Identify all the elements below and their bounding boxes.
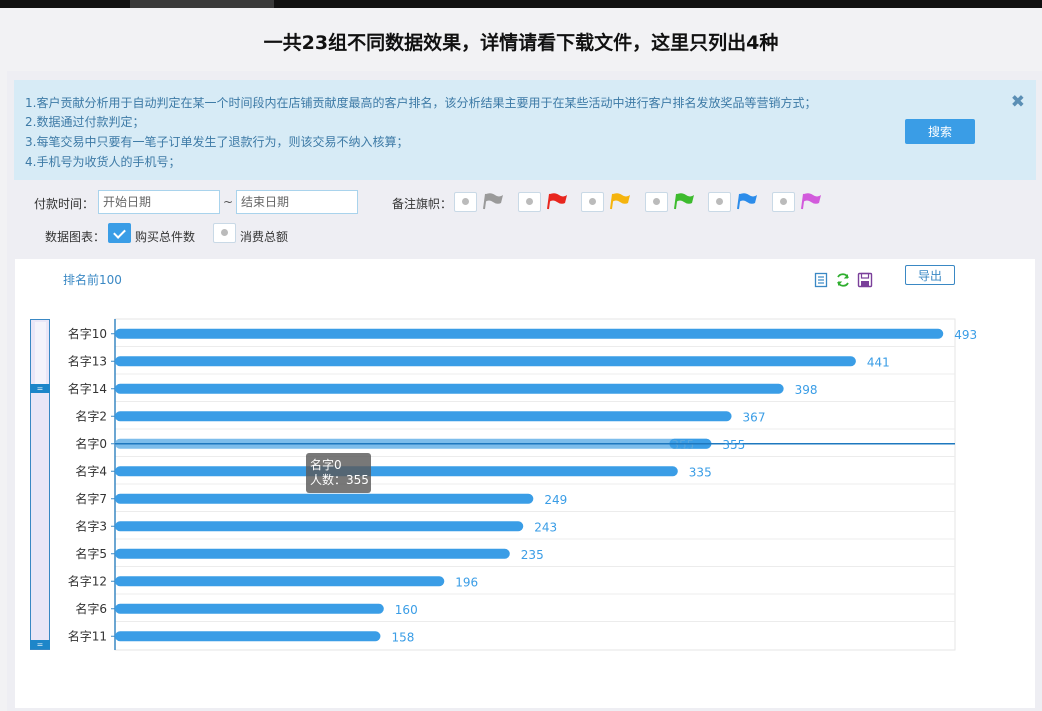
bar[interactable] — [115, 521, 524, 532]
chart-type-label: 数据图表： — [45, 230, 106, 244]
bar-value-label: 335 — [689, 465, 712, 479]
category-label: 名字2 — [75, 408, 107, 423]
flag-purple-radio[interactable] — [772, 192, 795, 212]
category-label: 名字11 — [68, 628, 107, 643]
notice-line-2: 2.数据通过付款判定； — [25, 115, 145, 129]
bar-value-label: 367 — [743, 410, 766, 424]
bar-value-label: 398 — [795, 383, 818, 397]
notice-line-1: 1.客户贡献分析用于自动判定在某一个时间段内在店铺贡献度最高的客户排名，该分析结… — [25, 96, 817, 110]
browser-tab[interactable] — [130, 0, 274, 8]
start-date-input[interactable] — [98, 190, 220, 214]
close-icon[interactable]: ✖ — [1010, 92, 1025, 112]
spend-total-label: 消费总额 — [240, 230, 289, 244]
bar-value-label: 441 — [867, 355, 890, 369]
category-label: 名字5 — [75, 546, 107, 561]
category-label: 名字4 — [75, 463, 107, 478]
notice-line-4: 4.手机号为收货人的手机号； — [25, 155, 181, 169]
bar[interactable] — [115, 631, 381, 642]
page-headline: 一共23组不同数据效果，详情请看下载文件，这里只列出4种 — [263, 32, 779, 54]
bar-value-ghost-label: 355 — [671, 438, 694, 452]
category-label: 名字0 — [75, 436, 107, 451]
flag-blue-icon[interactable] — [736, 192, 758, 210]
bar-value-label: 243 — [534, 520, 557, 534]
bar-value-label: 160 — [395, 603, 418, 617]
bar[interactable] — [115, 328, 944, 339]
notice-box: 1.客户贡献分析用于自动判定在某一个时间段内在店铺贡献度最高的客户排名，该分析结… — [14, 80, 1036, 180]
purchase-count-label: 购买总件数 — [135, 230, 196, 244]
flag-green-radio[interactable] — [645, 192, 668, 212]
bar[interactable] — [115, 493, 534, 504]
export-button[interactable]: 导出 — [905, 265, 955, 285]
category-label: 名字10 — [68, 326, 107, 341]
bar-value-label: 355 — [722, 438, 745, 452]
tooltip-value: 人数：355 — [310, 473, 369, 487]
category-label: 名字13 — [68, 353, 107, 368]
category-label: 名字7 — [75, 491, 107, 506]
category-label: 名字14 — [68, 381, 107, 396]
zoom-handle-top[interactable]: = — [30, 384, 50, 393]
flag-red-icon[interactable] — [546, 192, 568, 210]
bar-value-label: 158 — [391, 630, 414, 644]
flag-gray-radio[interactable] — [454, 192, 477, 212]
bar[interactable] — [115, 603, 384, 614]
flag-red-radio[interactable] — [518, 192, 541, 212]
flag-filter-label: 备注旗帜： — [392, 197, 453, 211]
document-icon[interactable] — [813, 272, 829, 288]
browser-top-bar — [0, 0, 1042, 8]
category-label: 名字6 — [75, 601, 107, 616]
bar[interactable] — [115, 576, 445, 587]
data-zoom-shadow — [35, 322, 46, 384]
data-zoom-slider[interactable]: = = — [30, 319, 50, 650]
search-button[interactable]: 搜索 — [905, 119, 975, 144]
flag-green-icon[interactable] — [673, 192, 695, 210]
bar-value-label: 493 — [954, 328, 977, 342]
purchase-count-checkbox[interactable] — [108, 223, 131, 243]
category-label: 名字3 — [75, 518, 107, 533]
refresh-icon[interactable] — [835, 272, 851, 288]
chart-title: 排名前100 — [63, 273, 122, 287]
zoom-handle-bottom[interactable]: = — [30, 640, 50, 649]
flag-yellow-radio[interactable] — [581, 192, 604, 212]
notice-line-3: 3.每笔交易中只要有一笔子订单发生了退款行为，则该交易不纳入核算； — [25, 135, 409, 149]
flag-yellow-icon[interactable] — [609, 192, 631, 210]
category-label: 名字12 — [68, 573, 107, 588]
chart-tooltip: 名字0 人数：355 — [306, 453, 371, 493]
bar[interactable] — [115, 383, 784, 394]
bar[interactable] — [115, 411, 732, 422]
bar[interactable] — [115, 466, 678, 477]
flag-blue-radio[interactable] — [708, 192, 731, 212]
flag-gray-icon[interactable] — [482, 192, 504, 210]
bar[interactable] — [115, 548, 510, 559]
bar-value-label: 249 — [544, 493, 567, 507]
end-date-input[interactable] — [236, 190, 358, 214]
spend-total-radio[interactable] — [213, 223, 236, 243]
date-range-separator: ~ — [223, 195, 234, 209]
payment-time-label: 付款时间： — [34, 197, 95, 211]
tooltip-name: 名字0 — [310, 458, 342, 472]
save-icon[interactable] — [857, 272, 873, 288]
bar-value-label: 235 — [521, 548, 544, 562]
bar[interactable] — [115, 356, 856, 367]
flag-purple-icon[interactable] — [800, 192, 822, 210]
bar-value-label: 196 — [455, 575, 478, 589]
